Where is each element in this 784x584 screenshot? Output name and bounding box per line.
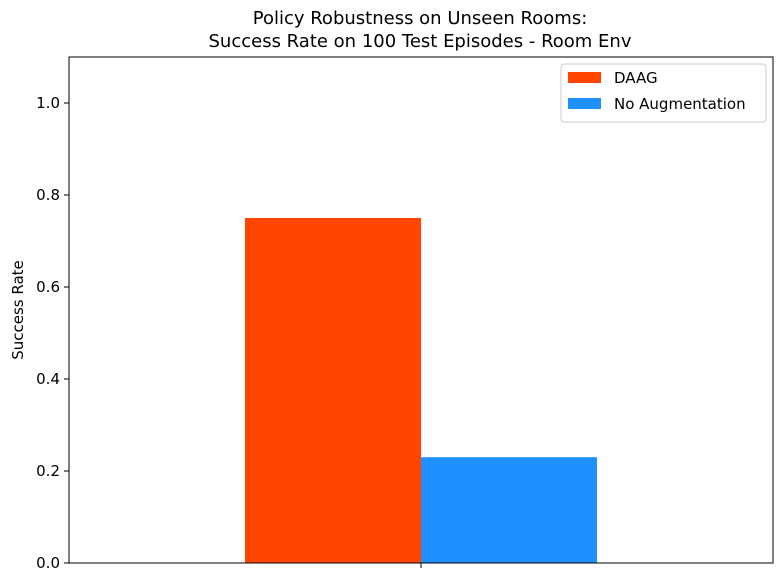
legend-label-no-augmentation: No Augmentation <box>614 95 746 113</box>
chart-title-line-2: Success Rate on 100 Test Episodes - Room… <box>209 31 632 52</box>
y-tick-label: 0.4 <box>36 370 60 388</box>
y-tick-label: 0.8 <box>36 186 60 204</box>
chart-title: Policy Robustness on Unseen Rooms: Succe… <box>209 8 632 52</box>
legend-swatch-no-augmentation <box>568 98 601 109</box>
y-axis-label: Success Rate <box>9 260 27 360</box>
bar-daag <box>245 218 421 563</box>
legend-label-daag: DAAG <box>614 69 658 87</box>
bars-group <box>245 218 597 563</box>
legend: DAAG No Augmentation <box>560 63 767 123</box>
bar-no-augmentation <box>421 457 597 563</box>
y-axis-ticks: 0.0 0.2 0.4 0.6 0.8 1.0 <box>36 94 69 572</box>
legend-frame <box>560 63 767 123</box>
y-tick-label: 0.2 <box>36 462 60 480</box>
y-tick-label: 1.0 <box>36 94 60 112</box>
chart-title-line-1: Policy Robustness on Unseen Rooms: <box>253 8 588 29</box>
legend-swatch-daag <box>568 72 601 83</box>
y-tick-label: 0.6 <box>36 278 60 296</box>
y-tick-label: 0.0 <box>36 554 60 572</box>
